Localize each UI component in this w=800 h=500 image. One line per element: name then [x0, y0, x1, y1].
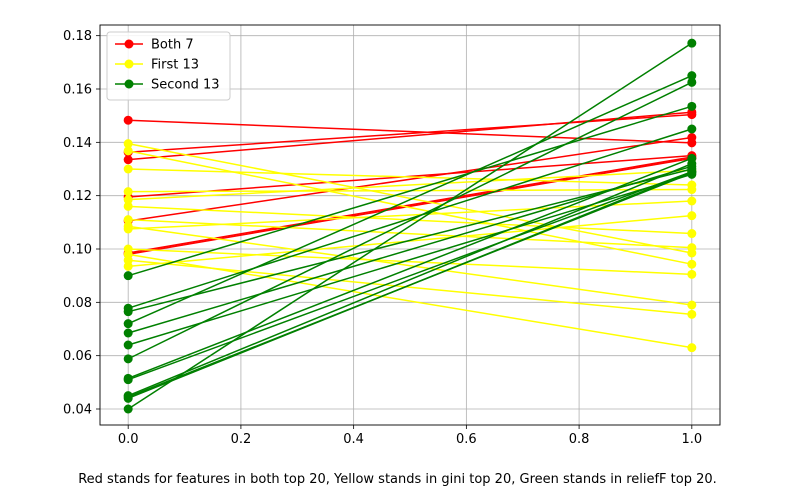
data-point-second-13 [687, 77, 697, 87]
data-point-first-13 [123, 224, 133, 234]
data-point-first-13 [687, 269, 697, 279]
legend-box [106, 31, 231, 101]
series-line-second-13 [127, 157, 693, 380]
series-line-second-13 [127, 81, 693, 360]
y-tick-label: 0.14 [63, 136, 92, 151]
series-lines [123, 38, 697, 414]
data-point-both-7 [687, 133, 697, 143]
data-point-second-13 [687, 159, 697, 169]
data-point-second-13 [123, 404, 133, 414]
series-line-first-13 [128, 142, 692, 254]
series-line-first-13 [128, 259, 692, 316]
series-line-both-7 [128, 157, 692, 256]
series-line-second-13 [127, 170, 693, 381]
x-tick-label: 0.6 [456, 432, 477, 447]
plot-frame [99, 24, 721, 426]
legend-marker [124, 79, 134, 89]
data-point-second-13 [687, 167, 697, 177]
series-line-first-13 [128, 150, 692, 265]
legend-label: Second 13 [151, 78, 220, 93]
data-point-second-13 [687, 124, 697, 134]
chart: 0.0 0.2 0.4 0.6 0.8 1.0 0.04 0.06 0.08 0.10 0.12 0.… [63, 24, 721, 447]
data-point-first-13 [123, 195, 133, 205]
data-point-first-13 [123, 139, 133, 149]
x-tick-label: 0.2 [231, 432, 252, 447]
series-line-both-7 [128, 156, 692, 254]
data-point-first-13 [687, 243, 697, 253]
series-line-second-13 [127, 42, 693, 410]
series-line-second-13 [127, 74, 693, 325]
data-point-second-13 [123, 307, 133, 317]
data-point-second-13 [123, 393, 133, 403]
data-point-first-13 [687, 309, 697, 319]
y-tick-label: 0.18 [63, 29, 92, 44]
data-point-second-13 [123, 319, 133, 329]
data-point-first-13 [687, 300, 697, 310]
data-point-second-13 [123, 375, 133, 385]
series-line-second-13 [127, 105, 693, 277]
data-point-first-13 [687, 343, 697, 353]
axis-ticks: 0.0 0.2 0.4 0.6 0.8 1.0 0.04 0.06 0.08 0.10 0.12 0.… [63, 29, 702, 447]
series-line-first-13 [128, 169, 692, 201]
series-line-both-7 [128, 119, 692, 144]
figure-caption: Red stands for features in both top 20, … [78, 472, 717, 487]
data-point-first-13 [687, 185, 697, 195]
data-point-first-13 [687, 211, 697, 221]
data-point-second-13 [123, 354, 133, 364]
legend: Both 7 First 13 Second 13 [106, 31, 231, 101]
series-line-first-13 [128, 248, 692, 276]
data-point-both-7 [123, 155, 133, 165]
x-tick-label: 1.0 [681, 432, 702, 447]
y-tick-label: 0.08 [63, 296, 92, 311]
data-point-first-13 [123, 187, 133, 197]
data-point-second-13 [123, 340, 133, 350]
data-point-second-13 [687, 38, 697, 48]
legend-label: Both 7 [151, 38, 194, 53]
x-tick-label: 0.8 [569, 432, 590, 447]
axes-frame [99, 24, 721, 426]
y-tick-label: 0.06 [63, 349, 92, 364]
data-point-first-13 [123, 201, 133, 211]
data-point-first-13 [123, 146, 133, 156]
series-line-both-7 [128, 113, 692, 153]
series-line-both-7 [128, 111, 692, 161]
data-point-first-13 [687, 229, 697, 239]
series-line-second-13 [127, 170, 693, 400]
series-line-first-13 [128, 225, 692, 306]
series-line-first-13 [128, 168, 692, 186]
data-point-first-13 [123, 164, 133, 174]
x-tick-label: 0.4 [343, 432, 364, 447]
legend-marker [124, 59, 134, 69]
data-point-first-13 [687, 259, 697, 269]
y-tick-label: 0.16 [63, 83, 92, 98]
series-line-second-13 [127, 165, 693, 334]
series-line-second-13 [127, 162, 693, 397]
series-line-both-7 [128, 136, 692, 222]
data-point-first-13 [123, 261, 133, 271]
data-point-second-13 [687, 71, 697, 81]
series-line-second-13 [127, 128, 693, 309]
y-tick-label: 0.04 [63, 403, 92, 418]
legend-label: First 13 [151, 58, 199, 73]
x-tick-label: 0.0 [118, 432, 139, 447]
y-tick-label: 0.12 [63, 189, 92, 204]
series-line-second-13 [127, 168, 693, 313]
data-point-second-13 [687, 101, 697, 111]
data-point-both-7 [123, 115, 133, 125]
data-point-second-13 [123, 271, 133, 281]
y-tick-label: 0.10 [63, 243, 92, 258]
data-point-first-13 [687, 196, 697, 206]
data-point-second-13 [123, 328, 133, 338]
data-point-first-13 [123, 215, 133, 225]
legend-marker [124, 39, 134, 49]
